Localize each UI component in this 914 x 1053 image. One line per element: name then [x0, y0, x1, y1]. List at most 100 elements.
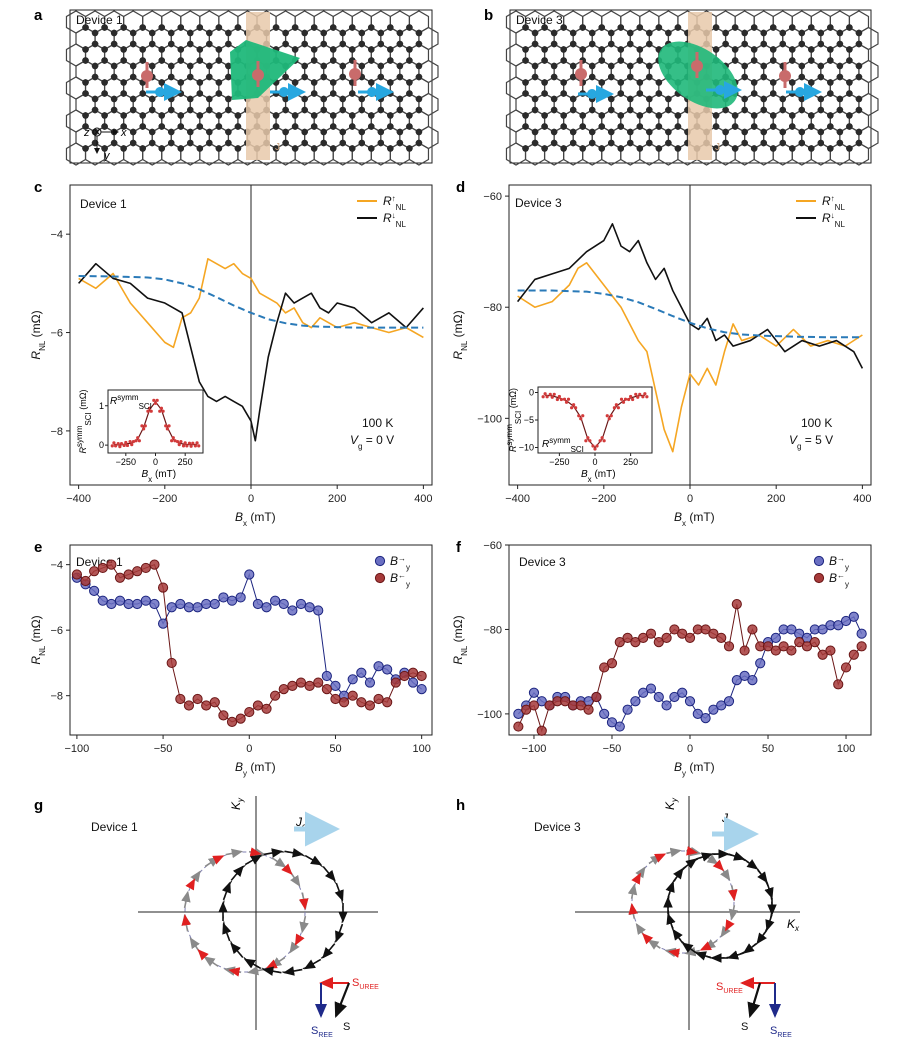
carbon-atom [522, 145, 529, 152]
carbon-atom [377, 73, 385, 81]
data-point [356, 667, 367, 678]
carbon-atom [301, 73, 308, 81]
x-tick-label: −400 [505, 493, 530, 505]
carbon-atom [206, 106, 213, 114]
carbon-atom [139, 24, 146, 31]
carbon-atom [415, 73, 423, 81]
red-spin-arrow [181, 914, 191, 926]
grey-spin-arrow [189, 937, 201, 953]
inset-point [645, 395, 649, 399]
inset-point [562, 397, 567, 401]
carbon-atom [846, 24, 853, 31]
black-spin-arrow [743, 858, 759, 870]
carbon-atom [120, 57, 127, 64]
data-point [157, 618, 169, 629]
data-point [218, 710, 229, 721]
data-point [278, 598, 289, 610]
carbon-atom [187, 95, 194, 103]
s-ree-label: SREE [311, 1025, 333, 1039]
annotation-temp: 100 K [801, 416, 832, 430]
carbon-atom [187, 106, 194, 114]
carbon-atom [187, 29, 194, 37]
carbon-atom [396, 139, 404, 147]
carbon-atom [608, 139, 615, 147]
carbon-atom [636, 90, 644, 97]
carbon-atom [589, 139, 596, 147]
inset-point [197, 444, 201, 448]
data-point [669, 624, 680, 635]
data-point [407, 677, 419, 688]
carbon-atom [855, 106, 863, 114]
plot-frame [69, 544, 433, 736]
carbon-atom [149, 95, 156, 103]
carbon-atom [817, 106, 825, 114]
carbon-atom [789, 112, 796, 119]
x-axis-label-part: (mT) [686, 760, 715, 774]
inset-x-label-part: B [142, 469, 149, 480]
inset-point [128, 440, 132, 444]
carbon-atom [531, 128, 539, 136]
carbon-atom [206, 40, 213, 48]
data-point [192, 693, 203, 705]
carbon-atom [168, 62, 175, 70]
inset-x-label-part: (mT) [152, 469, 176, 480]
data-point [513, 708, 524, 719]
left-spin [141, 70, 153, 82]
panel-label-f: f [456, 539, 462, 556]
legend-label-part: ↓ [392, 211, 396, 220]
inset-x-tick-label: −250 [116, 457, 136, 467]
series-line-1 [516, 223, 864, 369]
carbon-atom [589, 62, 596, 70]
carbon-atom [129, 73, 137, 81]
y-tick-label: −4 [50, 229, 63, 241]
carbon-atom [598, 46, 605, 53]
carbon-atom [731, 123, 739, 130]
carbon-atom [358, 128, 365, 136]
carbon-atom [541, 24, 548, 31]
data-point [638, 687, 649, 698]
data-point [778, 641, 789, 652]
inset-point [600, 436, 604, 440]
carbon-atom [550, 95, 558, 103]
data-point [840, 662, 852, 673]
annotation-gate-part: V [789, 433, 798, 447]
carbon-atom [808, 46, 815, 53]
carbon-atom [368, 57, 375, 64]
inset-x-label: Bx (mT) [142, 469, 177, 484]
carbon-atom [91, 62, 99, 70]
inset-point [555, 397, 559, 402]
right-spin-blue [367, 87, 377, 97]
carbon-atom [215, 90, 223, 97]
device-label: Device 1 [80, 197, 127, 211]
data-point [140, 595, 151, 606]
data-point [684, 696, 696, 707]
carbon-atom [139, 90, 146, 97]
inset-point [159, 406, 164, 410]
carbon-atom [665, 95, 672, 103]
inset-point [570, 406, 574, 410]
carbon-atom [129, 29, 137, 37]
panel-label-d: d [456, 179, 465, 196]
carbon-atom [836, 62, 844, 70]
carbon-atom [120, 90, 127, 97]
data-point [235, 713, 246, 724]
spins [141, 60, 394, 101]
black-spin-arrow [222, 922, 232, 942]
red-spin-arrow [294, 933, 305, 946]
carbon-atom [750, 112, 758, 119]
carbon-atom [101, 57, 108, 64]
data-point [583, 704, 594, 715]
carbon-atom [741, 95, 748, 103]
center-spin-blue [279, 87, 289, 97]
carbon-atom [731, 46, 739, 53]
inset-y-label-part: (mΩ) [508, 388, 518, 411]
carbon-atom [855, 40, 863, 48]
carbon-atom [215, 145, 223, 152]
inset-point [593, 447, 597, 451]
carbon-atom [168, 40, 175, 48]
carbon-atom [636, 145, 644, 152]
data-point [575, 700, 586, 711]
carbon-atom [731, 57, 739, 64]
carbon-atom [129, 128, 137, 136]
carbon-atom [798, 95, 805, 103]
